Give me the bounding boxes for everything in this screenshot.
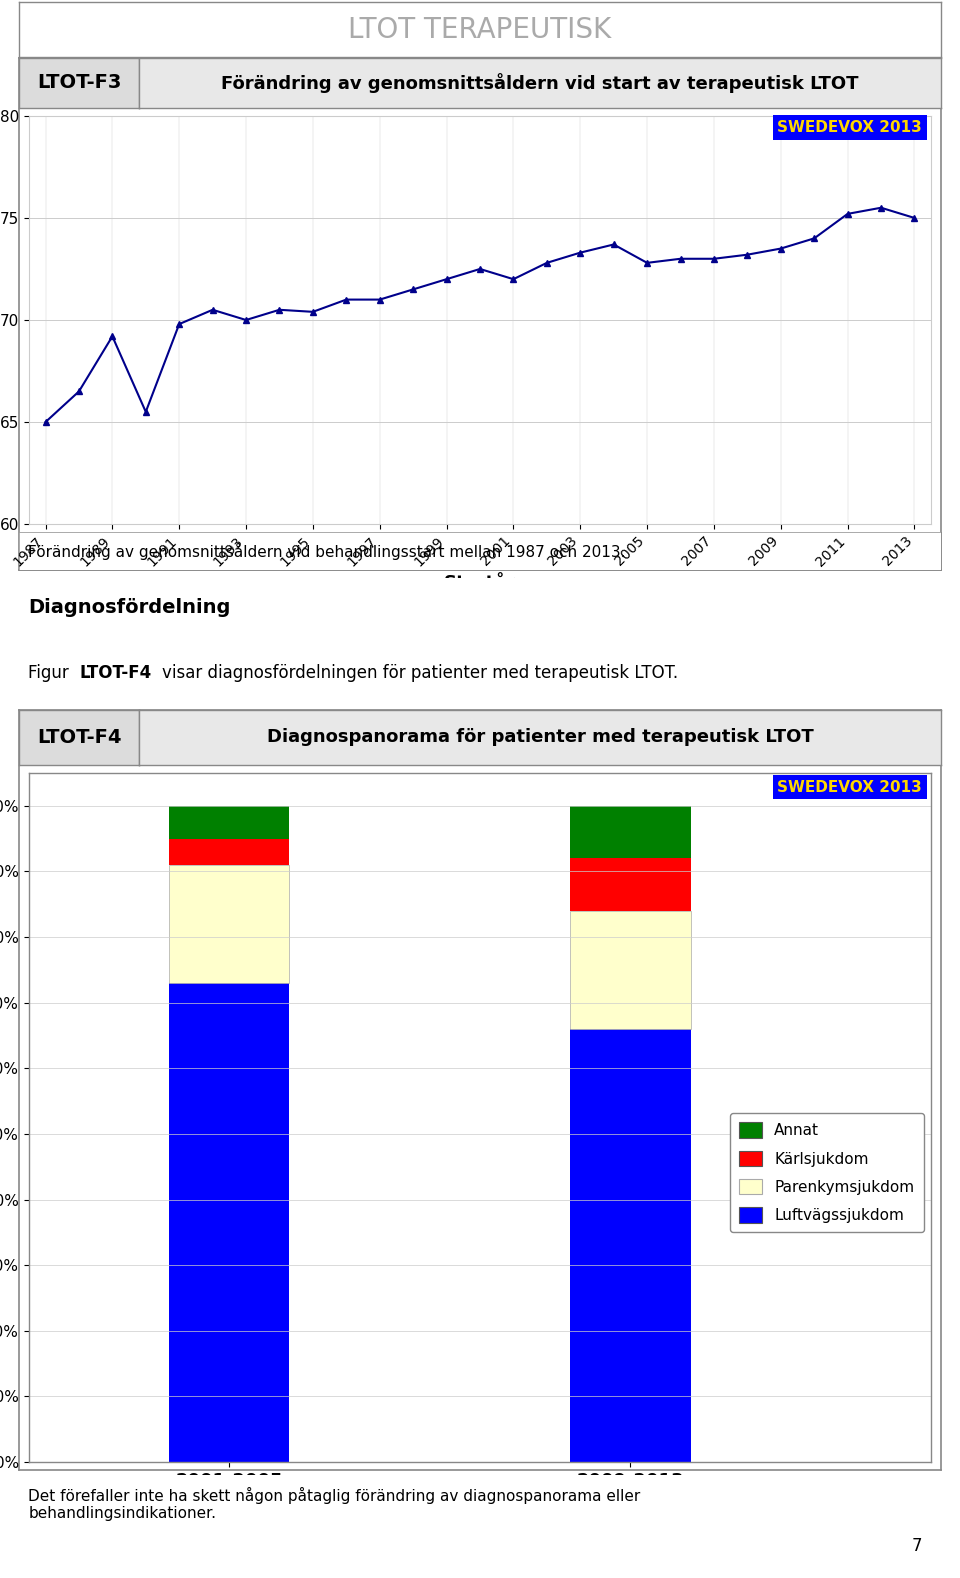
Legend: Annat, Kärlsjukdom, Parenkymsjukdom, Luftvägssjukdom: Annat, Kärlsjukdom, Parenkymsjukdom, Luf… [730, 1112, 924, 1232]
X-axis label: Startår: Startår [444, 574, 516, 592]
Text: LTOT-F4: LTOT-F4 [79, 664, 152, 682]
Text: LTOT-F4: LTOT-F4 [36, 727, 121, 746]
Text: 7: 7 [912, 1537, 923, 1556]
Bar [169, 865, 290, 983]
Text: Det förefaller inte ha skett någon påtaglig förändring av diagnospanorama eller
: Det förefaller inte ha skett någon påtag… [29, 1486, 640, 1521]
Text: Figur: Figur [29, 664, 75, 682]
Text: Förändring av genomsnittsåldern vid behandlingsstart mellan 1987 och 2013.: Förändring av genomsnittsåldern vid beha… [29, 543, 626, 560]
Text: LTOT TERAPEUTISK: LTOT TERAPEUTISK [348, 16, 612, 44]
Bar [570, 1029, 690, 1463]
Text: visar diagnosfördelningen för patienter med terapeutisk LTOT.: visar diagnosfördelningen för patienter … [162, 664, 678, 682]
Text: Diagnospanorama för patienter med terapeutisk LTOT: Diagnospanorama för patienter med terape… [267, 729, 813, 746]
Bar [570, 911, 690, 1029]
Text: SWEDEVOX 2013: SWEDEVOX 2013 [778, 780, 923, 795]
Bar [169, 806, 290, 838]
Bar [169, 983, 290, 1463]
Text: LTOT-F3: LTOT-F3 [36, 74, 121, 93]
Bar [169, 838, 290, 865]
Text: Diagnosfördelning: Diagnosfördelning [29, 598, 230, 617]
Bar [570, 858, 690, 911]
Text: SWEDEVOX 2013: SWEDEVOX 2013 [778, 120, 923, 136]
Text: Förändring av genomsnittsåldern vid start av terapeutisk LTOT: Förändring av genomsnittsåldern vid star… [221, 73, 858, 93]
Bar [570, 806, 690, 858]
